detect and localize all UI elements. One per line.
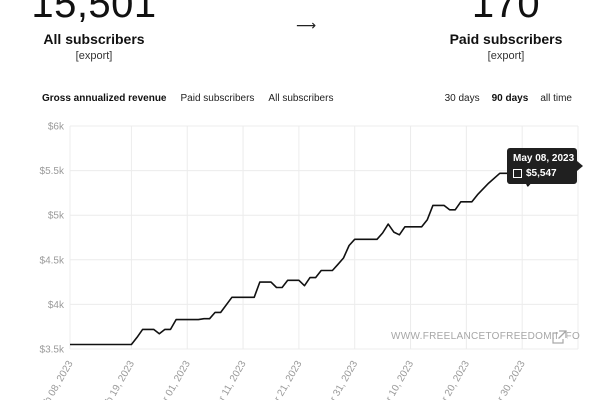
paid-subscribers-export-link[interactable]: [export] <box>487 50 525 62</box>
arrow-right-icon: ⟶ <box>296 17 317 33</box>
chart-grid <box>69 125 579 350</box>
y-tick-label: $3.5k <box>40 345 65 356</box>
all-subscribers-export-link[interactable]: [export] <box>75 50 113 62</box>
range-30-days[interactable]: 30 days <box>444 93 480 104</box>
x-tick-label: Mar 31, 2023 <box>321 359 360 400</box>
tooltip-series-swatch <box>513 169 522 178</box>
y-tick-label: $4k <box>48 300 65 311</box>
x-tick-label: Feb 19, 2023 <box>98 359 137 400</box>
range-all-time[interactable]: all time <box>540 93 572 104</box>
tooltip-date: May 08, 2023 <box>513 153 575 164</box>
x-axis-ticks: Feb 08, 2023 Feb 19, 2023 Mar 01, 2023 Mar … <box>37 359 528 400</box>
x-tick-label: Mar 21, 2023 <box>265 359 304 400</box>
tab-paid-subscribers[interactable]: Paid subscribers <box>180 93 255 104</box>
y-axis-ticks: $6k $5.5k $5k $4.5k $4k $3.5k <box>40 122 65 356</box>
paid-subscribers-count: 170 <box>471 0 541 26</box>
y-tick-label: $4.5k <box>40 255 65 266</box>
paid-subscribers-label: Paid subscribers <box>449 31 563 47</box>
range-90-days[interactable]: 90 days <box>491 93 529 104</box>
all-subscribers-stat: 15,501 All subscribers [export] <box>0 0 188 62</box>
chart-tooltip: May 08, 2023 $5,547 <box>507 148 583 184</box>
external-link-icon[interactable] <box>552 330 567 344</box>
range-selector: 30 days 90 days all time <box>445 93 572 104</box>
revenue-series-line <box>70 165 567 346</box>
x-tick-label: Mar 01, 2023 <box>154 359 193 400</box>
x-tick-label: Apr 30, 2023 <box>490 359 528 400</box>
metric-tabs: Gross annualized revenue Paid subscriber… <box>42 93 333 104</box>
paid-subscribers-stat: 170 Paid subscribers [export] <box>412 0 600 62</box>
x-tick-label: Feb 08, 2023 <box>37 359 76 400</box>
tooltip-value: $5,547 <box>526 168 557 179</box>
x-tick-label: Apr 10, 2023 <box>378 359 416 400</box>
x-tick-label: Mar 11, 2023 <box>210 359 249 400</box>
x-tick-label: Apr 20, 2023 <box>434 359 472 400</box>
watermark-text: WWW.FREELANCETOFREEDOM.INFO <box>391 331 580 342</box>
all-subscribers-label: All subscribers <box>43 31 145 47</box>
all-subscribers-count: 15,501 <box>31 0 157 26</box>
tab-all-subscribers[interactable]: All subscribers <box>268 93 334 104</box>
y-tick-label: $5.5k <box>40 166 65 177</box>
y-tick-label: $6k <box>48 122 65 133</box>
y-tick-label: $5k <box>48 211 65 222</box>
tab-gross-annualized-revenue[interactable]: Gross annualized revenue <box>42 93 167 104</box>
